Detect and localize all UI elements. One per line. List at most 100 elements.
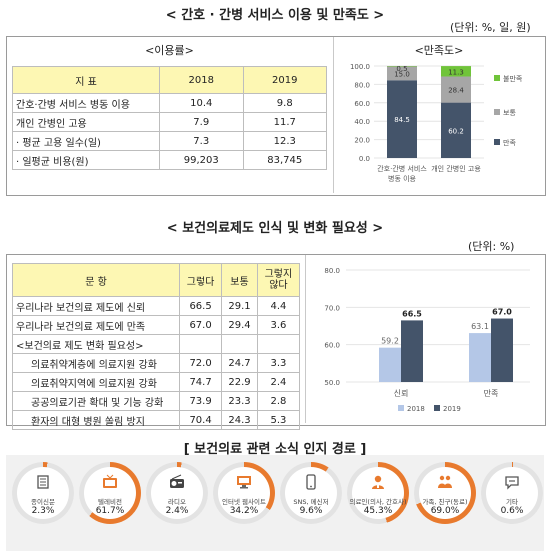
doctor-icon [372, 475, 384, 489]
table-cell: 11.7 [242, 112, 327, 132]
television-icon [103, 474, 117, 488]
data-label: 66.5 [402, 309, 422, 318]
header-cell: 그렇다 [178, 263, 223, 297]
legend-swatch [494, 75, 500, 81]
source-item: 텔레비전 61.7% [79, 462, 141, 524]
source-item: 기타 0.6% [481, 462, 543, 524]
table-cell: 7.3 [159, 131, 244, 151]
bar [401, 320, 423, 382]
table-cell: 의료취약계층에 의료지원 강화 [12, 353, 180, 373]
header-cell: 지 표 [12, 66, 160, 94]
table-cell: 2.8 [256, 391, 301, 411]
table-cell: 우리나라 보건의료 제도에 신뢰 [12, 296, 180, 316]
header-cell: 2019 [242, 66, 327, 94]
table-cell: 12.3 [242, 131, 327, 151]
table-cell: · 일평균 비용(원) [12, 150, 160, 170]
source-item: 가족, 친구(동료) 69.0% [414, 462, 476, 524]
y-tick-label: 100.0 [350, 63, 370, 71]
y-tick-label: 70.0 [324, 304, 340, 312]
x-tick-label: 만족 [484, 389, 499, 398]
y-tick-label: 40.0 [354, 118, 370, 126]
header-cell: 2018 [159, 66, 244, 94]
ring-center [218, 467, 270, 519]
table-cell: <보건의료 제도 변화 필요성> [12, 334, 180, 354]
data-label: 0.5 [396, 65, 407, 73]
table-cell [178, 334, 223, 354]
table-row: 우리나라 보건의료 제도에 신뢰 66.5 29.1 4.4 [12, 296, 301, 316]
table-row: 우리나라 보건의료 제도에 만족 67.0 29.4 3.6 [12, 315, 301, 335]
y-tick-label: 60.0 [324, 342, 340, 350]
table-cell: 24.3 [221, 410, 258, 430]
table-row: 의료취약계층에 의료지원 강화 72.0 24.7 3.3 [12, 353, 301, 373]
y-tick-label: 80.0 [354, 81, 370, 89]
y-tick-label: 0.0 [359, 155, 370, 163]
legend-label: 2019 [443, 405, 461, 413]
source-label: 가족, 친구(동료) [422, 498, 468, 506]
table-cell: 74.7 [178, 372, 223, 392]
perception-table: 문 항 그렇다 보통 그렇지 않다 우리나라 보건의료 제도에 신뢰 66.5 29… [12, 263, 301, 430]
table-cell [221, 334, 258, 354]
header-cell: 보통 [221, 263, 258, 297]
table-cell: 66.5 [178, 296, 223, 316]
data-label: 28.4 [448, 87, 464, 95]
source-item: SNS, 메신저 9.6% [280, 462, 342, 524]
source-item: 라디오 2.4% [146, 462, 208, 524]
bar-segment [387, 66, 417, 81]
section2-unit: (단위: %) [468, 240, 515, 253]
source-item: 의료인(의사, 간호사) 45.3% [347, 462, 409, 524]
x-tick-label: 간호·간병 서비스 [377, 164, 427, 173]
data-label: 67.0 [492, 308, 512, 317]
source-label: 종이신문 [31, 498, 55, 506]
ring-center [486, 467, 538, 519]
source-label: 텔레비전 [98, 498, 122, 506]
usage-table: 지 표 2018 2019 간호·간병 서비스 병동 이용 10.4 9.8 개… [12, 66, 327, 170]
source-value: 9.6% [299, 506, 323, 516]
legend-swatch [398, 405, 404, 411]
x-tick-label: 개인 간병인 고용 [431, 164, 481, 173]
table-cell: 23.3 [221, 391, 258, 411]
source-value: 69.0% [430, 506, 460, 516]
table-cell: 22.9 [221, 372, 258, 392]
table-cell: 3.6 [256, 315, 301, 335]
source-value: 61.7% [95, 506, 125, 516]
source-label: 의료인(의사, 간호사) [349, 498, 407, 506]
legend-label: 보통 [503, 109, 516, 117]
data-label: 84.5 [394, 116, 410, 124]
source-value: 34.2% [229, 506, 259, 516]
data-label: 60.2 [448, 127, 464, 135]
bar-segment [441, 66, 471, 77]
legend-label: 만족 [503, 138, 516, 147]
header-cell: 문 항 [12, 263, 180, 297]
source-item: 인터넷 웹사이트 34.2% [213, 462, 275, 524]
table-row: <보건의료 제도 변화 필요성> [12, 334, 301, 354]
ring-center [285, 467, 337, 519]
family-icon [438, 475, 452, 488]
section3-title: [ 보건의료 관련 소식 인지 경로 ] [183, 442, 367, 457]
bar-segment [387, 80, 417, 158]
panel-divider [305, 255, 306, 423]
smartphone-icon [306, 474, 316, 490]
source-label: 라디오 [168, 498, 186, 506]
table-row: 환자의 대형 병원 쏠림 방지 70.4 24.3 5.3 [12, 410, 301, 430]
table-cell: 24.7 [221, 353, 258, 373]
table-cell [256, 334, 301, 354]
table-row: 공공의료기관 확대 및 기능 강화 73.9 23.3 2.8 [12, 391, 301, 411]
x-tick-label: 신뢰 [394, 389, 409, 398]
table-cell: 83,745 [242, 150, 327, 170]
source-label: 기타 [506, 498, 518, 506]
data-label: 63.1 [471, 322, 489, 331]
ring-center [419, 467, 471, 519]
ring-center [352, 467, 404, 519]
table-cell: 29.4 [221, 315, 258, 335]
section2-title: < 보건의료제도 인식 및 변화 필요성 > [166, 221, 384, 236]
table-cell: 73.9 [178, 391, 223, 411]
table-cell: 3.3 [256, 353, 301, 373]
y-tick-label: 80.0 [324, 267, 340, 275]
monitor-icon [237, 476, 251, 489]
newspaper-icon [37, 475, 49, 489]
table-cell: 72.0 [178, 353, 223, 373]
source-value: 2.3% [31, 506, 55, 516]
bar [469, 333, 491, 382]
table-cell: 70.4 [178, 410, 223, 430]
source-value: 0.6% [500, 506, 524, 516]
